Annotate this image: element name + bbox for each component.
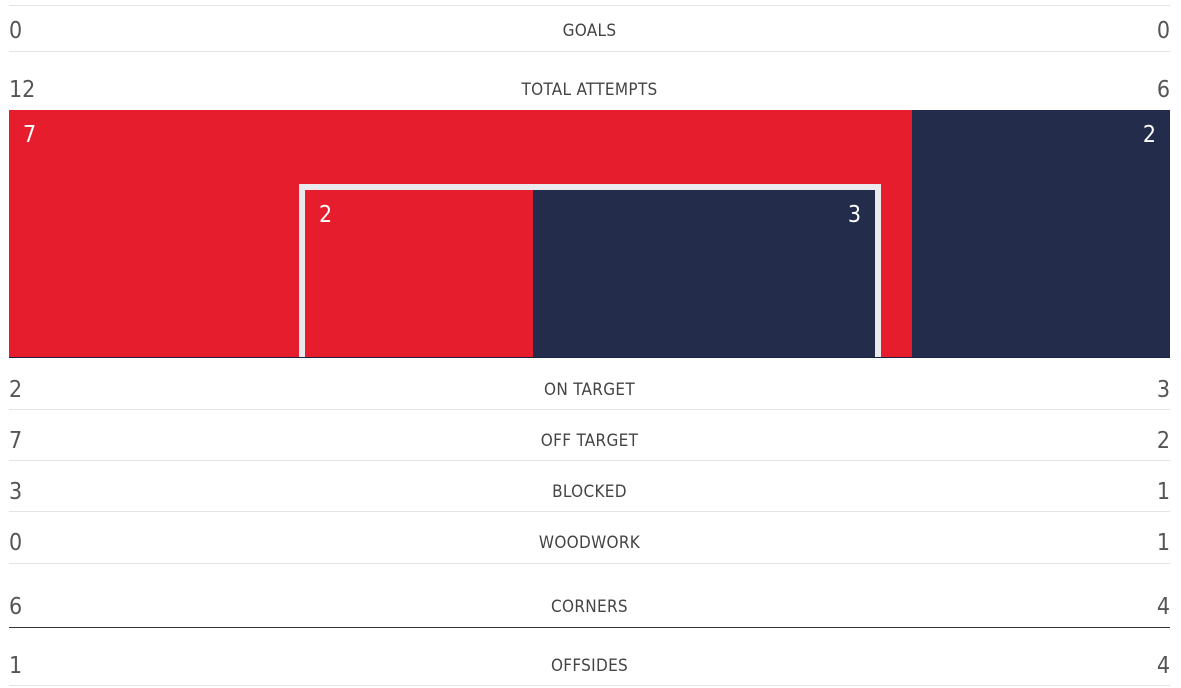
- stat-label: CORNERS: [551, 597, 628, 617]
- stat-row-corners: 6 CORNERS 4: [9, 585, 1170, 629]
- row-divider: [9, 409, 1170, 410]
- home-value: 1: [9, 653, 23, 679]
- away-value: 6: [1156, 77, 1170, 103]
- away-value: 4: [1156, 594, 1170, 620]
- home-value: 2: [9, 377, 23, 403]
- home-value: 0: [9, 530, 23, 556]
- away-value: 0: [1156, 18, 1170, 44]
- away-value: 1: [1156, 530, 1170, 556]
- stat-row-total-attempts: 12 TOTAL ATTEMPTS 6: [9, 68, 1170, 112]
- home-value: 12: [9, 77, 36, 103]
- away-value: 1: [1156, 479, 1170, 505]
- row-divider: [9, 51, 1170, 52]
- home-value: 7: [9, 428, 23, 454]
- row-divider: [9, 563, 1170, 564]
- goal-frame: 2 3: [299, 184, 881, 358]
- stat-label: OFFSIDES: [550, 656, 629, 676]
- on-target-away-area: [533, 190, 875, 358]
- off-target-home-number: 7: [23, 122, 37, 148]
- on-target-away-number: 3: [847, 202, 861, 228]
- away-value: 3: [1156, 377, 1170, 403]
- stat-label: BLOCKED: [552, 482, 627, 502]
- stat-label: TOTAL ATTEMPTS: [521, 80, 658, 100]
- off-target-away-area: [912, 110, 1170, 358]
- stat-label: WOODWORK: [538, 533, 641, 553]
- on-target-home-number: 2: [319, 202, 333, 228]
- graphic-baseline: [9, 357, 1170, 358]
- stat-row-blocked: 3 BLOCKED 1: [9, 470, 1170, 514]
- away-value: 2: [1156, 428, 1170, 454]
- off-target-away-number: 2: [1142, 122, 1156, 148]
- stat-label: GOALS: [562, 21, 617, 41]
- stat-row-woodwork: 0 WOODWORK 1: [9, 521, 1170, 565]
- row-divider: [9, 460, 1170, 461]
- stat-row-goals: 0 GOALS 0: [9, 8, 1170, 54]
- home-value: 6: [9, 594, 23, 620]
- stat-row-on-target: 2 ON TARGET 3: [9, 368, 1170, 412]
- stat-label: OFF TARGET: [540, 431, 639, 451]
- attempts-goal-graphic: 7 2 2 3: [9, 110, 1170, 358]
- stat-label: ON TARGET: [544, 380, 635, 400]
- away-value: 4: [1156, 653, 1170, 679]
- on-target-home-area: [305, 190, 533, 358]
- row-divider: [9, 511, 1170, 512]
- home-value: 0: [9, 18, 23, 44]
- stat-row-off-target: 7 OFF TARGET 2: [9, 419, 1170, 463]
- home-value: 3: [9, 479, 23, 505]
- section-divider: [9, 627, 1170, 628]
- stat-row-offsides: 1 OFFSIDES 4: [9, 644, 1170, 688]
- top-divider: [9, 5, 1170, 6]
